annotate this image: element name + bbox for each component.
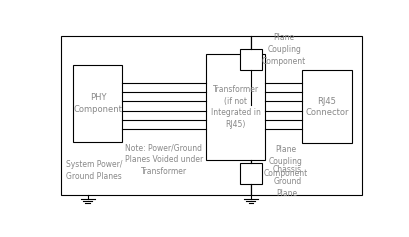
Bar (207, 54, 265, 160)
Text: Plane
Coupling
Component: Plane Coupling Component (262, 33, 306, 66)
Bar (240, 163, 262, 183)
Text: Note: Power/Ground
Planes Voided under
Transformer: Note: Power/Ground Planes Voided under T… (124, 144, 203, 176)
Bar (301, 70, 352, 143)
Bar (73, 65, 122, 141)
Text: Chassis
Ground
Plane: Chassis Ground Plane (273, 165, 302, 198)
Text: RJ45
Connector: RJ45 Connector (305, 96, 348, 117)
Bar (251, 36, 362, 195)
Text: PHY
Component: PHY Component (74, 93, 122, 114)
Text: Transformer
(if not
Integrated in
RJ45): Transformer (if not Integrated in RJ45) (211, 85, 261, 129)
Bar (61, 36, 251, 195)
Text: System Power/
Ground Planes: System Power/ Ground Planes (66, 160, 122, 181)
Text: Plane
Coupling
Component: Plane Coupling Component (263, 145, 308, 178)
Bar (240, 50, 262, 70)
